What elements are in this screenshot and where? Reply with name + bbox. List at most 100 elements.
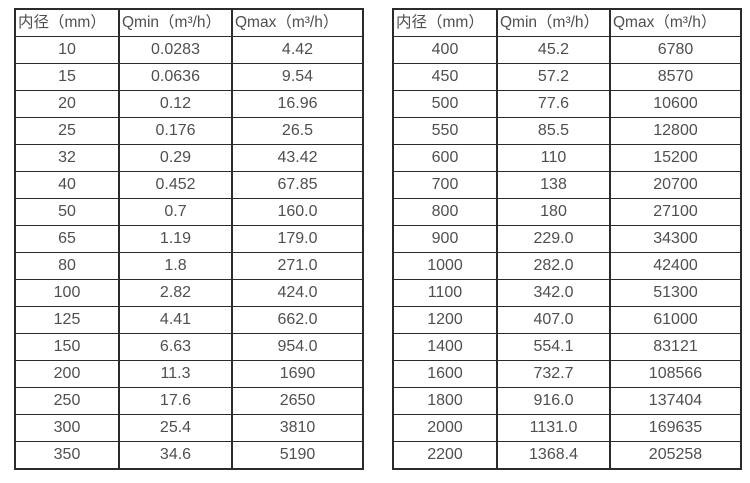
cell-qmin: 6.63: [118, 333, 233, 361]
cell-qmax: 662.0: [231, 306, 364, 334]
table-row: 65 1.19 179.0: [14, 225, 364, 253]
cell-qmin: 916.0: [496, 387, 611, 415]
cell-inner-diameter: 65: [14, 225, 120, 253]
cell-qmax: 6780: [609, 36, 742, 64]
table-row: 10 0.0283 4.42: [14, 36, 364, 64]
cell-qmin: 11.3: [118, 360, 233, 388]
cell-qmax: 137404: [609, 387, 742, 415]
cell-qmin: 0.7: [118, 198, 233, 226]
cell-qmax: 2650: [231, 387, 364, 415]
cell-qmax: 61000: [609, 306, 742, 334]
table-row: 2200 1368.4 205258: [392, 441, 742, 470]
cell-inner-diameter: 550: [392, 117, 498, 145]
cell-qmax: 34300: [609, 225, 742, 253]
cell-qmax: 9.54: [231, 63, 364, 91]
cell-qmax: 51300: [609, 279, 742, 307]
table-row: 150 6.63 954.0: [14, 333, 364, 361]
table-row: 1600 732.7 108566: [392, 360, 742, 388]
cell-inner-diameter: 150: [14, 333, 120, 361]
cell-qmin: 4.41: [118, 306, 233, 334]
cell-inner-diameter: 32: [14, 144, 120, 172]
cell-inner-diameter: 400: [392, 36, 498, 64]
cell-qmin: 0.29: [118, 144, 233, 172]
cell-qmax: 954.0: [231, 333, 364, 361]
cell-qmax: 4.42: [231, 36, 364, 64]
table-row: 450 57.2 8570: [392, 63, 742, 91]
table-row: 1000 282.0 42400: [392, 252, 742, 280]
table-row: 25 0.176 26.5: [14, 117, 364, 145]
cell-qmax: 179.0: [231, 225, 364, 253]
table-row: 250 17.6 2650: [14, 387, 364, 415]
cell-qmax: 27100: [609, 198, 742, 226]
cell-qmax: 43.42: [231, 144, 364, 172]
table-row: 900 229.0 34300: [392, 225, 742, 253]
cell-inner-diameter: 500: [392, 90, 498, 118]
cell-inner-diameter: 2000: [392, 414, 498, 442]
cell-qmax: 3810: [231, 414, 364, 442]
cell-qmin: 110: [496, 144, 611, 172]
cell-inner-diameter: 10: [14, 36, 120, 64]
cell-qmax: 42400: [609, 252, 742, 280]
cell-qmin: 57.2: [496, 63, 611, 91]
cell-qmax: 5190: [231, 441, 364, 470]
cell-qmax: 205258: [609, 441, 742, 470]
cell-inner-diameter: 600: [392, 144, 498, 172]
table-row: 20 0.12 16.96: [14, 90, 364, 118]
table-row: 32 0.29 43.42: [14, 144, 364, 172]
cell-qmin: 229.0: [496, 225, 611, 253]
cell-inner-diameter: 80: [14, 252, 120, 280]
flow-table-large-diameters: 内径（mm） Qmin（m³/h） Qmax（m³/h） 400 45.2 6780 450…: [392, 8, 742, 470]
cell-qmin: 282.0: [496, 252, 611, 280]
cell-qmax: 16.96: [231, 90, 364, 118]
table-row: 80 1.8 271.0: [14, 252, 364, 280]
column-header-qmin: Qmin（m³/h）: [118, 8, 233, 37]
table-row: 1200 407.0 61000: [392, 306, 742, 334]
cell-inner-diameter: 1800: [392, 387, 498, 415]
table-row: 700 138 20700: [392, 171, 742, 199]
header-row: 内径（mm） Qmin（m³/h） Qmax（m³/h）: [392, 8, 742, 37]
cell-inner-diameter: 1100: [392, 279, 498, 307]
cell-qmax: 15200: [609, 144, 742, 172]
column-header-qmax: Qmax（m³/h）: [609, 8, 742, 37]
cell-qmax: 10600: [609, 90, 742, 118]
cell-qmin: 342.0: [496, 279, 611, 307]
cell-inner-diameter: 40: [14, 171, 120, 199]
cell-inner-diameter: 125: [14, 306, 120, 334]
cell-qmin: 85.5: [496, 117, 611, 145]
cell-inner-diameter: 700: [392, 171, 498, 199]
cell-qmin: 0.0283: [118, 36, 233, 64]
cell-qmin: 180: [496, 198, 611, 226]
cell-inner-diameter: 2200: [392, 441, 498, 470]
cell-qmin: 0.176: [118, 117, 233, 145]
cell-qmin: 1.8: [118, 252, 233, 280]
table-row: 2000 1131.0 169635: [392, 414, 742, 442]
table-row: 400 45.2 6780: [392, 36, 742, 64]
header-row: 内径（mm） Qmin（m³/h） Qmax（m³/h）: [14, 8, 364, 37]
cell-qmax: 1690: [231, 360, 364, 388]
cell-qmin: 0.0636: [118, 63, 233, 91]
cell-qmin: 1368.4: [496, 441, 611, 470]
table-row: 500 77.6 10600: [392, 90, 742, 118]
cell-qmin: 138: [496, 171, 611, 199]
cell-qmax: 83121: [609, 333, 742, 361]
table-row: 50 0.7 160.0: [14, 198, 364, 226]
cell-inner-diameter: 1200: [392, 306, 498, 334]
table-row: 300 25.4 3810: [14, 414, 364, 442]
cell-qmax: 67.85: [231, 171, 364, 199]
cell-qmin: 2.82: [118, 279, 233, 307]
table-row: 550 85.5 12800: [392, 117, 742, 145]
cell-inner-diameter: 350: [14, 441, 120, 470]
cell-qmax: 26.5: [231, 117, 364, 145]
cell-qmax: 169635: [609, 414, 742, 442]
cell-qmin: 0.452: [118, 171, 233, 199]
cell-qmax: 424.0: [231, 279, 364, 307]
cell-inner-diameter: 800: [392, 198, 498, 226]
table-row: 800 180 27100: [392, 198, 742, 226]
column-header-inner-diameter: 内径（mm）: [392, 8, 498, 37]
cell-qmax: 20700: [609, 171, 742, 199]
cell-qmin: 25.4: [118, 414, 233, 442]
cell-inner-diameter: 300: [14, 414, 120, 442]
cell-inner-diameter: 100: [14, 279, 120, 307]
cell-qmin: 732.7: [496, 360, 611, 388]
cell-qmin: 554.1: [496, 333, 611, 361]
